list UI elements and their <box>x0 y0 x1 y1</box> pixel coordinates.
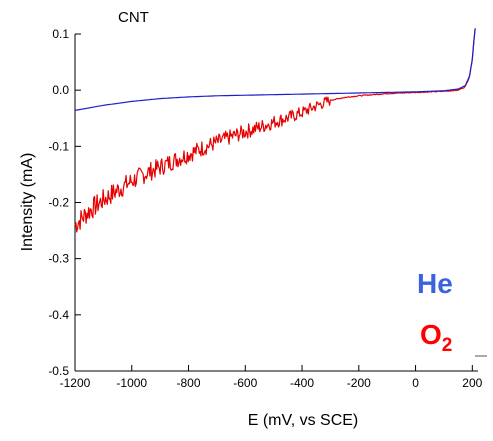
series-layer <box>74 28 476 233</box>
x-tick-label: 200 <box>462 376 482 390</box>
y-tick-label: 0.0 <box>52 83 69 97</box>
legend-label-he: He <box>417 268 453 299</box>
legend: He O2 <box>417 268 487 357</box>
x-tick-label: -1000 <box>116 376 147 390</box>
legend-subscript-o2: 2 <box>442 335 453 356</box>
x-axis-title: E (mV, vs SCE) <box>248 412 359 429</box>
x-tick-label: -200 <box>347 376 371 390</box>
y-tick-label: -0.5 <box>48 364 69 378</box>
y-tick-label: -0.3 <box>48 252 69 266</box>
x-tick-label: 0 <box>412 376 419 390</box>
y-tick-label: -0.2 <box>48 196 69 210</box>
series-line-o2 <box>74 28 476 233</box>
y-tick-label: -0.4 <box>48 308 69 322</box>
y-tick-label: -0.1 <box>48 139 69 153</box>
x-tick-label: -400 <box>290 376 314 390</box>
y-tick-label: 0.1 <box>52 27 69 41</box>
y-axis-title: Intensity (mA) <box>19 153 36 252</box>
legend-label-o2: O2 <box>420 319 452 356</box>
y-axis: 0.1 0.0 -0.1 -0.2 -0.3 -0.4 -0.5 <box>48 27 81 378</box>
series-line-he <box>74 28 476 111</box>
x-tick-label: -600 <box>233 376 257 390</box>
chart-title: CNT <box>118 9 149 26</box>
x-tick-label: -800 <box>177 376 201 390</box>
x-axis: -1200 -1000 -800 -600 -400 -200 0 200 <box>60 365 483 390</box>
x-tick-label: -1200 <box>60 376 91 390</box>
